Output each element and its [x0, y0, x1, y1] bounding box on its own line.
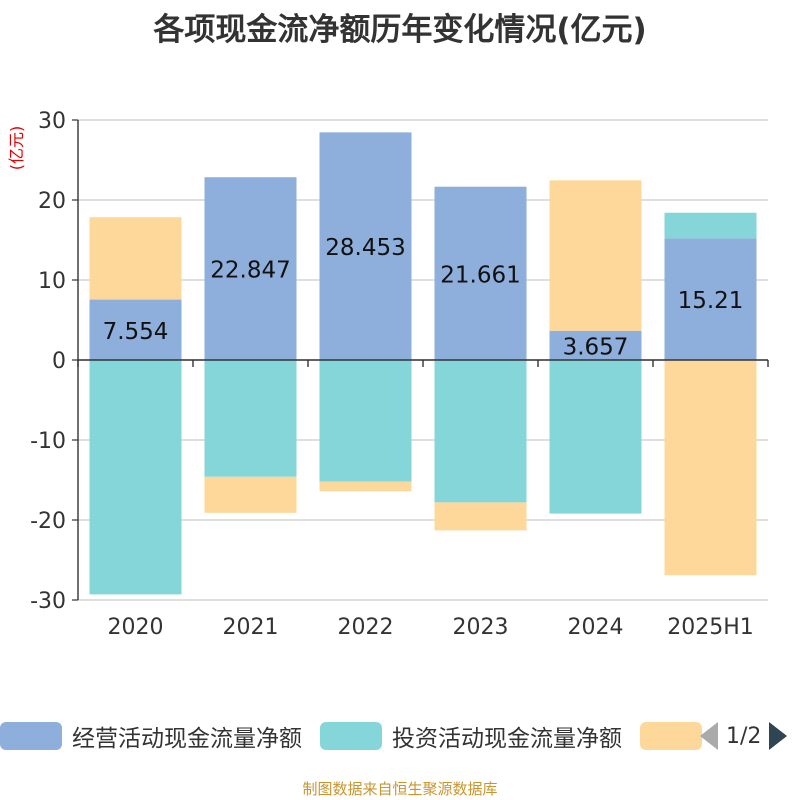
- legend-item-investing[interactable]: 投资活动现金流量净额: [320, 716, 622, 756]
- legend-swatch-investing: [320, 722, 382, 750]
- legend-prev-arrow-icon[interactable]: [700, 722, 718, 750]
- y-tick-label: -20: [30, 509, 66, 534]
- bar-investing[interactable]: [89, 360, 182, 595]
- bar-investing[interactable]: [664, 212, 757, 239]
- x-tick-label: 2020: [108, 615, 164, 640]
- legend-page-indicator: 1/2: [726, 723, 762, 749]
- bar-investing[interactable]: [549, 360, 642, 514]
- bar-investing[interactable]: [319, 360, 412, 482]
- legend-label-operating: 经营活动现金流量净额: [72, 726, 302, 752]
- y-tick-label: -30: [30, 589, 66, 614]
- bar-investing[interactable]: [204, 360, 297, 477]
- bar-investing[interactable]: [434, 360, 527, 503]
- data-label: 3.657: [563, 334, 629, 360]
- bar-operating[interactable]: [434, 186, 527, 360]
- legend-pager: 1/2: [700, 716, 788, 756]
- legend-next-arrow-icon[interactable]: [769, 722, 788, 750]
- legend-item-financing[interactable]: [640, 716, 712, 756]
- chart-title: 各项现金流净额历年变化情况(亿元): [153, 12, 647, 48]
- y-tick-label: 0: [52, 349, 66, 374]
- legend-label-investing: 投资活动现金流量净额: [392, 726, 622, 752]
- y-tick-label: 30: [38, 109, 66, 134]
- y-tick-label: 10: [38, 269, 66, 294]
- bar-financing[interactable]: [434, 502, 527, 531]
- bar-operating[interactable]: [664, 238, 757, 360]
- bar-operating[interactable]: [319, 132, 412, 360]
- x-tick-label: 2022: [338, 615, 394, 640]
- bar-operating[interactable]: [204, 177, 297, 360]
- bar-financing[interactable]: [319, 481, 412, 492]
- y-unit-label: (亿元): [7, 126, 26, 171]
- x-tick-label: 2021: [223, 615, 279, 640]
- data-label: 15.21: [678, 288, 744, 314]
- bar-financing[interactable]: [89, 217, 182, 300]
- legend: 经营活动现金流量净额 投资活动现金流量净额: [0, 716, 800, 756]
- data-label: 7.554: [103, 319, 169, 345]
- y-tick-label: 20: [38, 189, 66, 214]
- data-label: 21.661: [440, 262, 520, 288]
- data-label: 22.847: [210, 258, 290, 284]
- bar-financing[interactable]: [549, 180, 642, 331]
- x-tick-label: 2025H1: [667, 615, 754, 640]
- bar-operating[interactable]: [89, 299, 182, 360]
- source-note: 制图数据来自恒生聚源数据库: [302, 780, 498, 798]
- bar-operating[interactable]: [549, 330, 642, 360]
- x-tick-label: 2024: [568, 615, 624, 640]
- x-tick-label: 2023: [453, 615, 509, 640]
- data-label: 28.453: [325, 235, 405, 261]
- legend-swatch-operating: [0, 722, 62, 750]
- legend-item-operating[interactable]: 经营活动现金流量净额: [0, 716, 302, 756]
- legend-swatch-financing: [640, 722, 702, 750]
- y-tick-label: -10: [30, 429, 66, 454]
- bar-financing[interactable]: [204, 476, 297, 513]
- bar-financing[interactable]: [664, 360, 757, 576]
